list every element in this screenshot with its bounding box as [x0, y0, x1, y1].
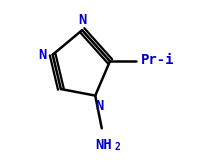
Text: N: N: [38, 48, 46, 62]
Text: N: N: [78, 13, 86, 27]
Text: Pr-i: Pr-i: [141, 53, 175, 67]
Text: N: N: [95, 99, 103, 113]
Text: NH: NH: [95, 138, 112, 152]
Text: 2: 2: [114, 142, 120, 152]
